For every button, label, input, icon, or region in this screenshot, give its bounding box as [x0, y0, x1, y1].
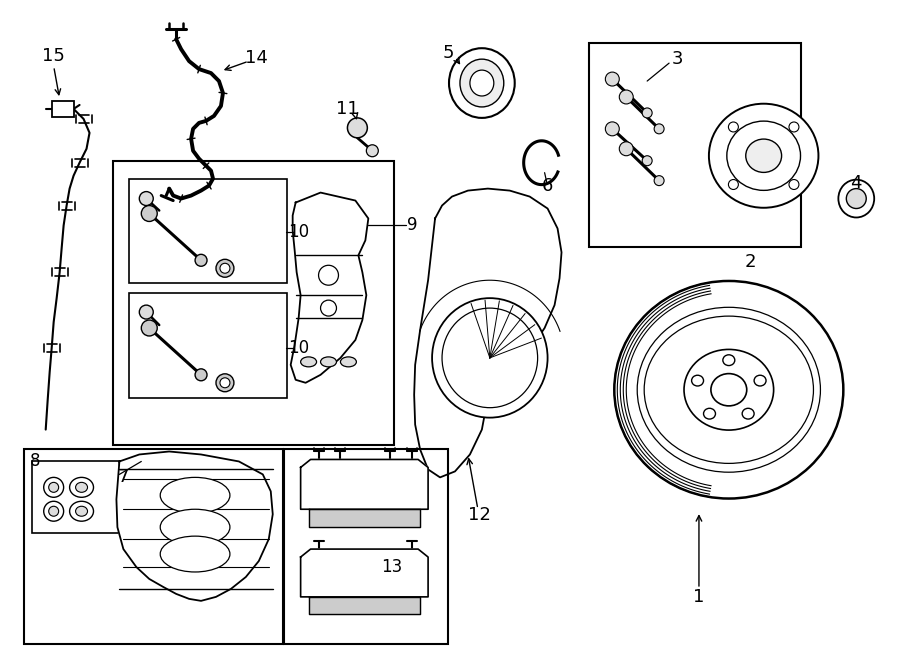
Text: 13: 13 [382, 558, 403, 576]
Ellipse shape [709, 104, 818, 208]
Ellipse shape [432, 298, 547, 418]
Ellipse shape [711, 373, 747, 406]
Text: 9: 9 [407, 216, 418, 235]
Ellipse shape [216, 374, 234, 392]
Ellipse shape [347, 118, 367, 137]
Ellipse shape [320, 357, 337, 367]
Ellipse shape [789, 180, 799, 190]
Ellipse shape [728, 180, 738, 190]
Ellipse shape [49, 506, 58, 516]
Ellipse shape [643, 108, 652, 118]
Ellipse shape [449, 48, 515, 118]
Ellipse shape [195, 254, 207, 266]
Ellipse shape [366, 145, 378, 157]
Bar [590, 43, 800, 247]
Text: 3: 3 [671, 50, 683, 68]
Ellipse shape [606, 72, 619, 86]
Bar [284, 449, 448, 644]
Text: 10: 10 [288, 339, 310, 357]
Ellipse shape [839, 180, 874, 217]
Ellipse shape [140, 192, 153, 206]
Ellipse shape [619, 90, 634, 104]
Polygon shape [309, 597, 420, 614]
Polygon shape [116, 451, 273, 601]
Ellipse shape [44, 501, 64, 521]
Ellipse shape [654, 176, 664, 186]
Polygon shape [301, 459, 428, 509]
Ellipse shape [746, 139, 781, 173]
Text: 2: 2 [745, 253, 757, 271]
Ellipse shape [44, 477, 64, 497]
Ellipse shape [160, 477, 230, 513]
Polygon shape [309, 509, 420, 527]
Text: 7: 7 [118, 469, 129, 486]
Ellipse shape [69, 501, 94, 521]
Ellipse shape [195, 369, 207, 381]
Ellipse shape [789, 122, 799, 132]
Ellipse shape [643, 156, 652, 166]
Text: 11: 11 [336, 100, 359, 118]
Ellipse shape [619, 142, 634, 156]
Polygon shape [301, 549, 428, 597]
Ellipse shape [140, 305, 153, 319]
Ellipse shape [470, 70, 494, 96]
Text: 14: 14 [246, 49, 268, 67]
Text: 8: 8 [30, 452, 40, 471]
Ellipse shape [340, 357, 356, 367]
Ellipse shape [141, 320, 158, 336]
Bar [51, 101, 74, 117]
Bar [130, 293, 287, 398]
Text: 1: 1 [693, 588, 705, 606]
Ellipse shape [728, 122, 738, 132]
Ellipse shape [846, 188, 866, 208]
Ellipse shape [691, 375, 704, 386]
Ellipse shape [76, 483, 87, 492]
Ellipse shape [160, 536, 230, 572]
Ellipse shape [727, 121, 800, 190]
Ellipse shape [49, 483, 58, 492]
Ellipse shape [220, 378, 230, 388]
Ellipse shape [654, 124, 664, 134]
Polygon shape [414, 188, 562, 477]
Ellipse shape [615, 281, 843, 498]
Ellipse shape [320, 300, 337, 316]
Ellipse shape [754, 375, 766, 386]
Ellipse shape [742, 408, 754, 419]
Bar [23, 449, 283, 644]
Bar [113, 161, 394, 444]
Polygon shape [291, 192, 368, 383]
Ellipse shape [301, 357, 317, 367]
Ellipse shape [460, 59, 504, 107]
Ellipse shape [704, 408, 716, 419]
Text: 5: 5 [442, 44, 454, 62]
Text: 10: 10 [288, 223, 310, 241]
Ellipse shape [76, 506, 87, 516]
Ellipse shape [216, 259, 234, 277]
Ellipse shape [160, 509, 230, 545]
Ellipse shape [606, 122, 619, 136]
Ellipse shape [319, 265, 338, 285]
Ellipse shape [723, 355, 734, 366]
Text: 15: 15 [42, 47, 65, 65]
Bar [32, 461, 120, 533]
Text: 4: 4 [850, 174, 862, 192]
Ellipse shape [684, 350, 774, 430]
Ellipse shape [141, 206, 158, 221]
Bar [130, 178, 287, 283]
Ellipse shape [220, 263, 230, 273]
Text: 6: 6 [542, 176, 554, 194]
Ellipse shape [69, 477, 94, 497]
Text: 12: 12 [468, 506, 491, 524]
